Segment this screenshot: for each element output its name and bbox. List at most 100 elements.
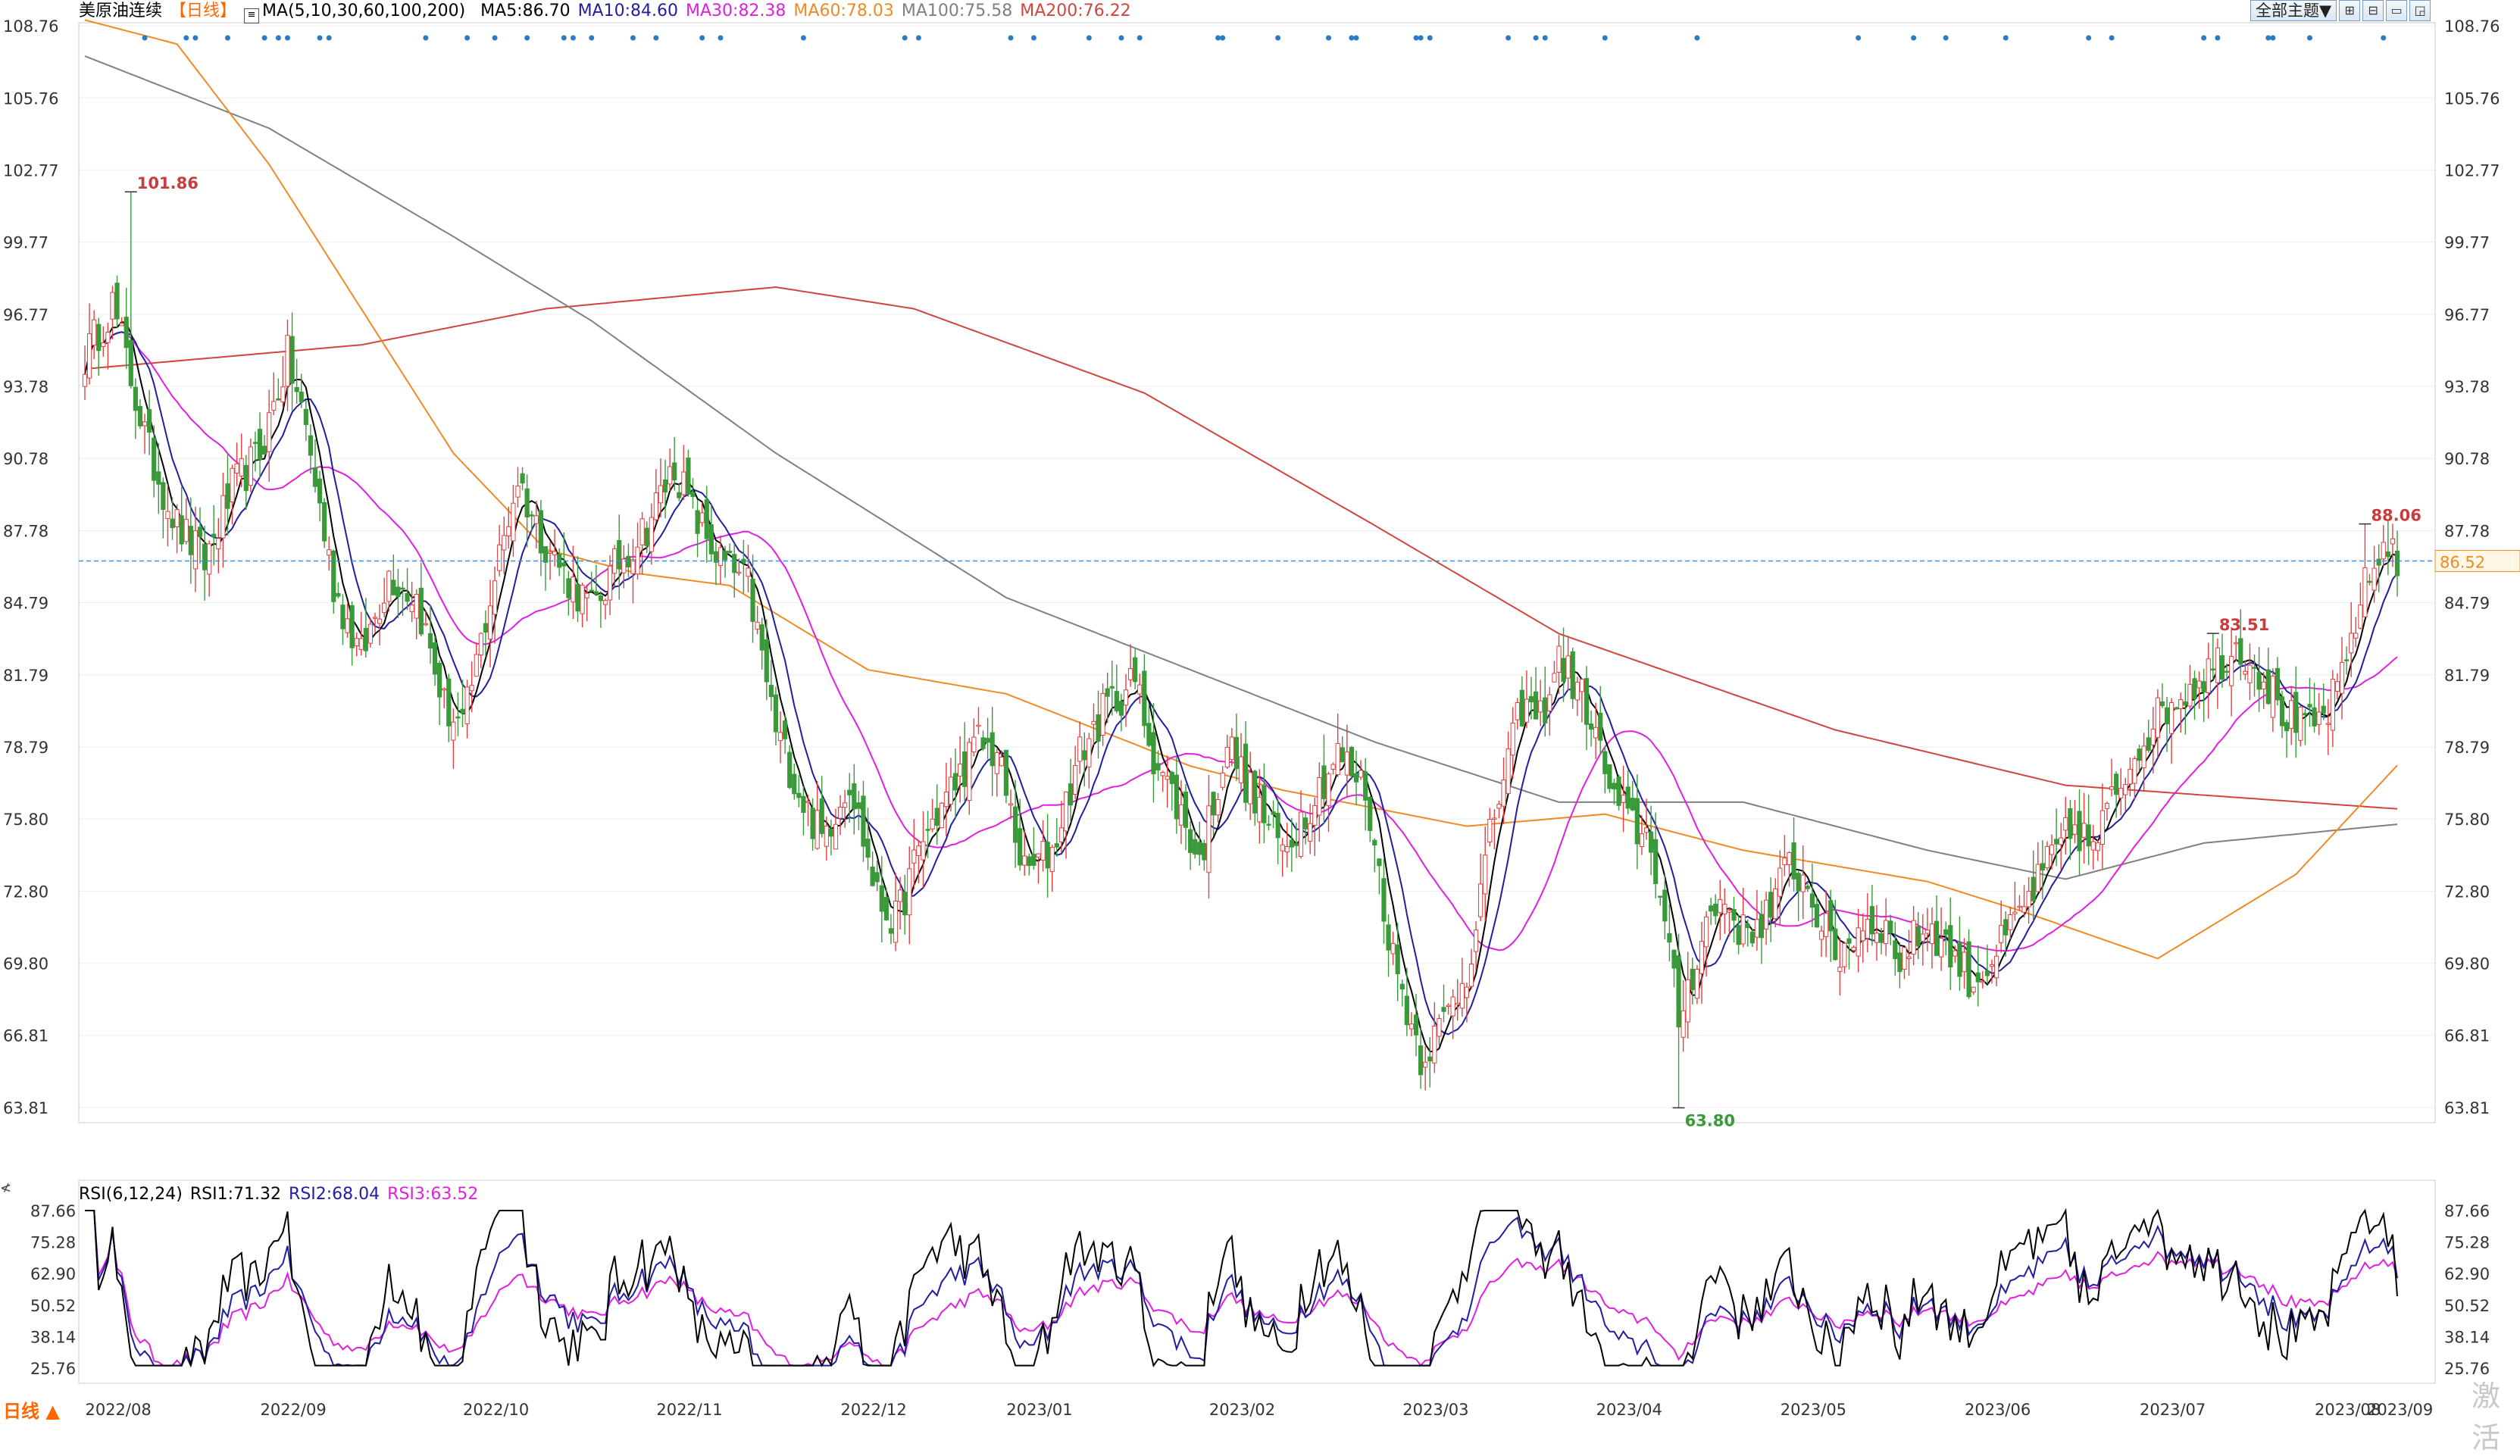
candle-body [101, 342, 106, 347]
candle-body [1616, 776, 1621, 806]
candle-body [1312, 805, 1318, 826]
side-collapse-icon[interactable]: ≮ [0, 1180, 12, 1196]
layout-single-icon[interactable]: ▭ [2386, 0, 2408, 21]
candle-body [427, 633, 433, 649]
candle-body [1713, 903, 1718, 917]
candle-body [2270, 676, 2275, 718]
candle-body [529, 514, 534, 517]
candle-body [243, 464, 249, 492]
chart-toolbar: 全部主题▼ ⊞ ⊟ ▭ ◲ [2250, 0, 2431, 23]
candle-body [1390, 942, 1396, 955]
candle-body [1395, 944, 1400, 974]
x-axis-label: 2022/08 [85, 1401, 151, 1419]
ma-settings-icon[interactable]: ≡ [244, 8, 260, 23]
candle-body [248, 446, 253, 486]
candle-body [262, 445, 267, 455]
candle-body [2008, 914, 2013, 930]
signal-dot [183, 35, 189, 41]
candle-body [2090, 841, 2096, 851]
candle-body [133, 386, 138, 411]
axes: 108.76 108.76 105.76 105.76 102.77 102.77 99.7… [3, 17, 2500, 1419]
candle-body [943, 792, 949, 808]
candle-body [801, 795, 806, 813]
signal-dot [915, 35, 921, 41]
candle-body [2035, 864, 2040, 892]
signal-dot [800, 35, 806, 41]
candle-body [925, 829, 930, 831]
candle-body [1308, 823, 1313, 842]
candle-body [727, 550, 733, 553]
candle-body [1483, 855, 1488, 895]
candle-body [1584, 678, 1590, 725]
candle-body [2339, 661, 2345, 694]
candle-body [1906, 956, 1912, 960]
candle-body [170, 518, 175, 529]
candle-body [2132, 758, 2137, 784]
rsi-tick-right: 87.66 [2444, 1202, 2490, 1220]
candle-body [1165, 776, 1170, 780]
ma100-line [84, 55, 2398, 880]
candle-body [796, 792, 802, 798]
signal-dot [718, 35, 724, 41]
candle-body [1612, 783, 1617, 790]
candle-body [2243, 670, 2248, 675]
candle-body [1238, 756, 1244, 783]
ma-params[interactable]: ≡ MA(5,10,30,60,100,200) [244, 2, 473, 23]
candle-body [2118, 788, 2124, 798]
candle-body [1459, 983, 1465, 1009]
period-selector-button[interactable]: 日线 ▲ [3, 1401, 60, 1422]
candle-body [718, 547, 724, 566]
candle-body [1837, 967, 1843, 972]
candle-body [409, 605, 414, 612]
layout-split-icon[interactable]: ⊟ [2362, 0, 2384, 21]
price-tick-right: 75.80 [2444, 811, 2490, 829]
candle-body [1722, 904, 1727, 914]
candle-body [276, 398, 281, 401]
candle-body [1326, 773, 1331, 807]
candle-body [460, 708, 465, 714]
ma10-line [84, 331, 2398, 1036]
candle-body [2017, 905, 2022, 908]
layout-grid-icon[interactable]: ⊞ [2339, 0, 2361, 21]
candle-body [999, 757, 1004, 767]
candle-body [207, 543, 212, 575]
signal-dot [1505, 35, 1512, 41]
candle-body [119, 323, 124, 327]
signal-dot [1030, 35, 1036, 41]
expand-corner-icon[interactable]: ◲ [2409, 0, 2431, 21]
candle-body [1984, 970, 1990, 976]
candle-body [1934, 920, 1940, 956]
candle-body [1160, 772, 1165, 776]
signal-dot [2003, 35, 2009, 41]
candle-body [2187, 684, 2193, 707]
price-tick-left: 72.80 [3, 883, 48, 901]
candle-body [280, 386, 286, 402]
candle-body [2252, 667, 2257, 669]
candle-body [1091, 720, 1096, 725]
candle-body [524, 488, 530, 517]
x-axis-label: 2022/09 [261, 1401, 327, 1419]
price-tick-right: 66.81 [2444, 1027, 2490, 1045]
candle-body [1699, 941, 1705, 974]
candle-body [234, 463, 239, 474]
theme-dropdown-button[interactable]: 全部主题▼ [2250, 0, 2337, 21]
ma-legend-item: MA100:75.58 [901, 2, 1013, 20]
price-tick-right: 84.79 [2444, 594, 2490, 612]
candle-body [2293, 692, 2299, 733]
candle-body [1971, 986, 1976, 993]
candle-body [750, 578, 755, 622]
candle-body [520, 473, 525, 484]
candle-body [1293, 842, 1299, 846]
candle-body [561, 562, 567, 567]
signal-dot [1275, 35, 1281, 41]
candle-body [202, 543, 208, 570]
candle-body [123, 317, 129, 348]
candle-body [1681, 1010, 1686, 1038]
candle-body [1639, 833, 1645, 847]
price-tick-right: 90.78 [2444, 450, 2490, 468]
rsi-params[interactable]: RSI(6,12,24) [79, 1185, 183, 1204]
candle-body [1423, 1061, 1428, 1068]
candle-body [2344, 659, 2350, 661]
price-tick-right: 81.79 [2444, 667, 2490, 685]
